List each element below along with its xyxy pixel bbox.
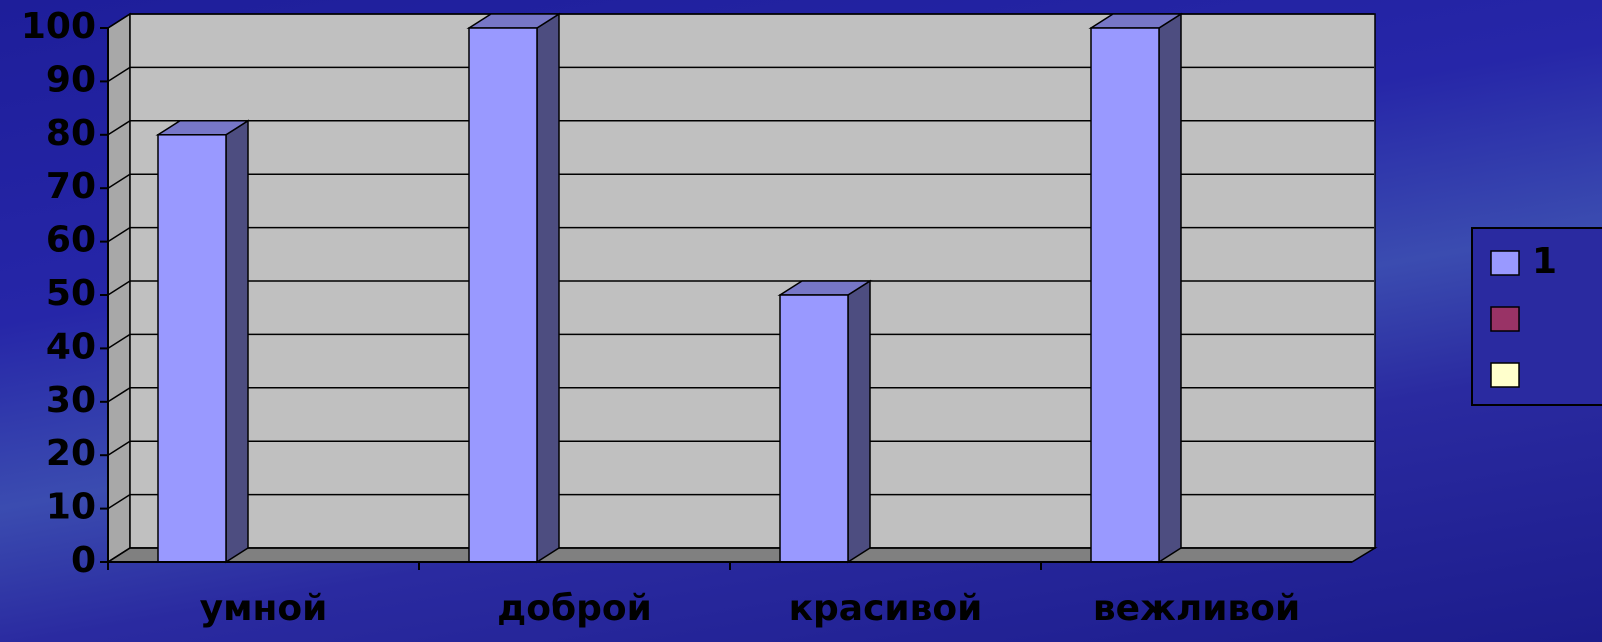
bar-side (1158, 12, 1182, 564)
bar-side (225, 119, 249, 564)
x-tick-label: красивой (789, 588, 983, 629)
bar-front (779, 294, 849, 563)
bar-side (536, 12, 560, 564)
x-tick-label: умной (200, 588, 328, 629)
y-tick-label: 0 (71, 540, 96, 581)
bar (466, 12, 562, 564)
y-tick-label: 30 (46, 380, 96, 421)
grid-line (107, 226, 1374, 243)
floor (105, 547, 1378, 563)
y-tick-label: 50 (46, 273, 96, 314)
grid-line (107, 547, 1374, 563)
y-tick-label: 60 (46, 220, 96, 261)
bar (1088, 12, 1184, 564)
bar (777, 279, 873, 564)
x-tick-label: доброй (497, 588, 652, 629)
grid-line (107, 120, 1374, 136)
grid-line (107, 66, 1374, 83)
y-tick-label: 40 (46, 326, 96, 367)
grid-line (107, 13, 1374, 29)
grid-line (107, 493, 1374, 510)
grid (107, 13, 1374, 563)
grid-line (107, 387, 1374, 403)
grid-line (107, 333, 1374, 350)
y-tick-label: 10 (46, 487, 96, 528)
bar (155, 119, 251, 564)
y-tick-label: 20 (46, 433, 96, 474)
grid-line (107, 280, 1374, 296)
legend-swatch (1490, 362, 1520, 388)
grid-line (107, 440, 1374, 456)
legend-label: 1 (1532, 241, 1557, 282)
y-tick-label: 70 (46, 166, 96, 207)
bar-front (157, 134, 227, 563)
x-tick-label: вежливой (1093, 588, 1300, 629)
legend-swatch (1490, 306, 1520, 332)
y-tick-label: 80 (46, 113, 96, 154)
grid-line (107, 173, 1374, 189)
bar-front (1090, 27, 1160, 563)
bar-front (468, 27, 538, 563)
y-tick-label: 100 (21, 6, 96, 47)
legend-swatch (1490, 250, 1520, 276)
legend-entries: 1 (1490, 241, 1557, 388)
bar-side (847, 279, 871, 564)
labels: 0 10 20 30 40 50 60 70 80 90 100 умной доброй красиво… (21, 6, 1300, 629)
y-tick-label: 90 (46, 59, 96, 100)
bars (155, 12, 1184, 564)
